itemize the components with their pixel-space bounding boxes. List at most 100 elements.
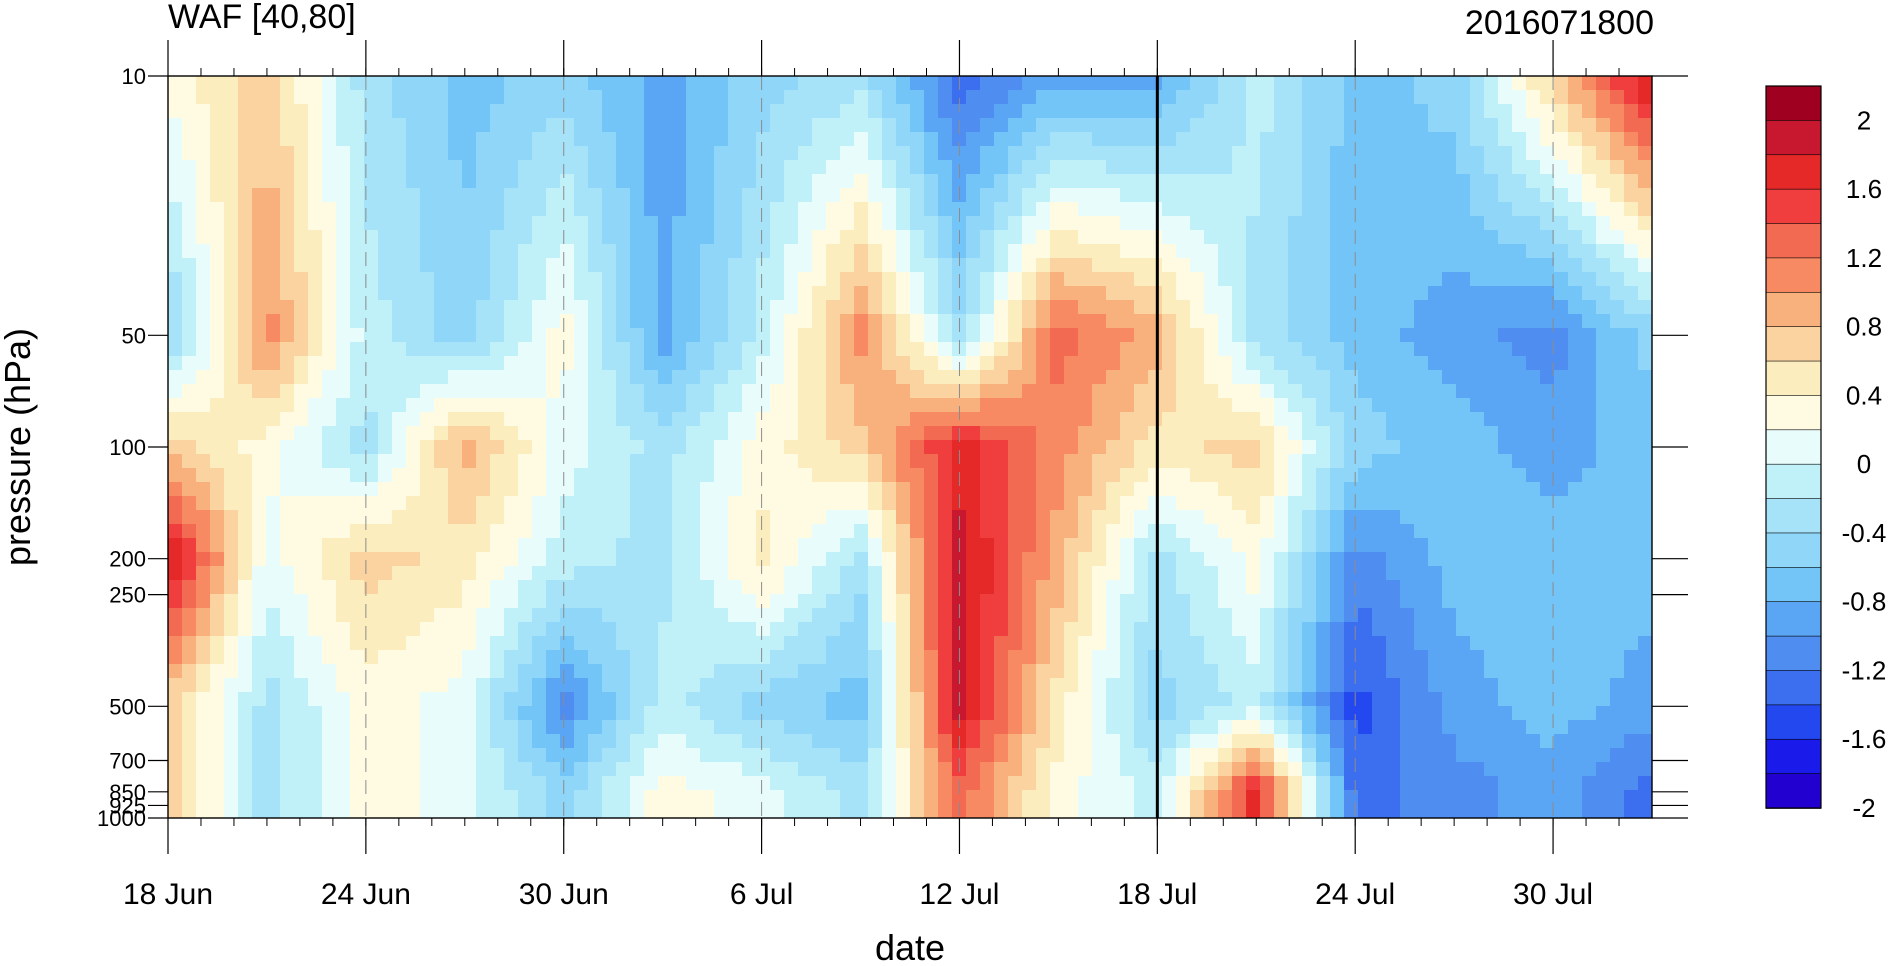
field-cell xyxy=(1134,146,1149,161)
field-cell xyxy=(350,398,365,413)
field-cell xyxy=(392,370,407,385)
field-cell xyxy=(378,426,393,441)
field-cell xyxy=(854,468,869,483)
field-cell xyxy=(1316,314,1331,329)
field-cell xyxy=(1414,244,1429,259)
field-cell xyxy=(1092,118,1107,133)
field-cell xyxy=(560,132,575,147)
field-cell xyxy=(994,384,1009,399)
field-cell xyxy=(280,468,295,483)
field-cell xyxy=(1624,440,1639,455)
field-cell xyxy=(616,328,631,343)
field-cell xyxy=(714,566,729,581)
field-cell xyxy=(1484,510,1499,525)
field-cell xyxy=(574,706,589,721)
field-cell xyxy=(406,412,421,427)
field-cell xyxy=(756,412,771,427)
field-cell xyxy=(252,160,267,175)
field-cell xyxy=(252,132,267,147)
field-cell xyxy=(1134,594,1149,609)
field-cell xyxy=(1638,244,1652,259)
field-cell xyxy=(1428,636,1443,651)
field-cell xyxy=(266,664,281,679)
field-cell xyxy=(196,286,211,301)
field-cell xyxy=(336,538,351,553)
field-cell xyxy=(1134,552,1149,567)
field-cell xyxy=(938,328,953,343)
field-cell xyxy=(896,496,911,511)
field-cell xyxy=(252,636,267,651)
field-cell xyxy=(896,664,911,679)
field-cell xyxy=(798,622,813,637)
field-cell xyxy=(952,524,967,539)
field-cell xyxy=(462,202,477,217)
field-cell xyxy=(742,300,757,315)
field-cell xyxy=(1540,650,1555,665)
field-cell xyxy=(1526,104,1541,119)
field-cell xyxy=(1288,650,1303,665)
field-cell xyxy=(1106,594,1121,609)
field-cell xyxy=(910,272,925,287)
field-cell xyxy=(322,272,337,287)
field-cell xyxy=(826,398,841,413)
field-cell xyxy=(350,636,365,651)
field-cell xyxy=(392,482,407,497)
field-cell xyxy=(1554,132,1569,147)
field-cell xyxy=(1526,76,1541,91)
field-cell xyxy=(644,132,659,147)
field-cell xyxy=(980,132,995,147)
field-cell xyxy=(224,720,239,735)
field-cell xyxy=(1484,482,1499,497)
field-cell xyxy=(672,692,687,707)
field-cell xyxy=(910,566,925,581)
field-cell xyxy=(714,692,729,707)
field-cell xyxy=(1484,650,1499,665)
field-cell xyxy=(1638,132,1652,147)
field-cell xyxy=(1316,440,1331,455)
field-cell xyxy=(1064,636,1079,651)
field-cell xyxy=(840,468,855,483)
field-cell xyxy=(560,678,575,693)
field-cell xyxy=(462,314,477,329)
field-cell xyxy=(644,510,659,525)
field-cell xyxy=(910,146,925,161)
field-cell xyxy=(1316,300,1331,315)
field-cell xyxy=(280,454,295,469)
field-cell xyxy=(658,496,673,511)
field-cell xyxy=(1358,370,1373,385)
field-cell xyxy=(728,594,743,609)
field-cell xyxy=(322,286,337,301)
field-cell xyxy=(1302,300,1317,315)
field-cell xyxy=(1190,538,1205,553)
field-cell xyxy=(1078,356,1093,371)
field-cell xyxy=(840,720,855,735)
field-cell xyxy=(798,300,813,315)
field-cell xyxy=(1484,496,1499,511)
field-cell xyxy=(840,272,855,287)
field-cell xyxy=(952,370,967,385)
field-cell xyxy=(1372,258,1387,273)
field-cell xyxy=(1232,244,1247,259)
field-cell xyxy=(1148,398,1163,413)
field-cell xyxy=(728,552,743,567)
field-cell xyxy=(1470,496,1485,511)
field-cell xyxy=(1498,384,1513,399)
field-cell xyxy=(308,538,323,553)
field-cell xyxy=(1120,496,1135,511)
field-cell xyxy=(1162,356,1177,371)
field-cell xyxy=(168,454,183,469)
field-cell xyxy=(756,188,771,203)
field-cell xyxy=(1078,678,1093,693)
field-cell xyxy=(896,258,911,273)
field-cell xyxy=(896,104,911,119)
field-cell xyxy=(658,426,673,441)
field-cell xyxy=(196,594,211,609)
field-cell xyxy=(280,720,295,735)
field-cell xyxy=(1330,664,1345,679)
field-cell xyxy=(588,286,603,301)
field-cell xyxy=(784,650,799,665)
field-cell xyxy=(1274,188,1289,203)
field-cell xyxy=(280,188,295,203)
field-cell xyxy=(1106,664,1121,679)
field-cell xyxy=(854,426,869,441)
